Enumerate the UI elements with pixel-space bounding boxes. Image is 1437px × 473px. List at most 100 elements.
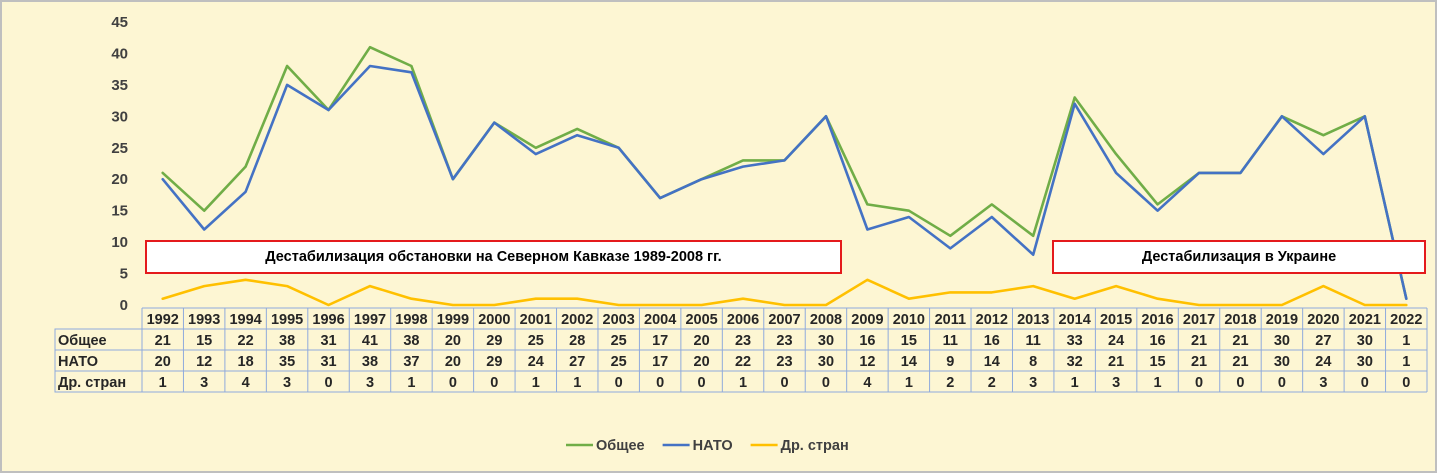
table-cell: 15 (901, 333, 917, 349)
table-cell: 2 (988, 375, 996, 391)
table-cell: 1 (739, 375, 747, 391)
y-tick-label: 25 (111, 140, 128, 157)
table-cell: 38 (403, 333, 419, 349)
table-cell: 0 (822, 375, 830, 391)
x-tick-label: 2020 (1307, 312, 1339, 328)
table-cell: 8 (1029, 354, 1037, 370)
table-cell: 2 (946, 375, 954, 391)
x-tick-label: 1998 (395, 312, 427, 328)
table-row-label: Общее (58, 333, 107, 349)
table-cell: 3 (366, 375, 374, 391)
x-tick-label: 1994 (229, 312, 261, 328)
x-tick-label: 2000 (478, 312, 510, 328)
table-cell: 12 (859, 354, 875, 370)
table-cell: 30 (1274, 333, 1290, 349)
table-cell: 20 (694, 333, 710, 349)
table-cell: 20 (155, 354, 171, 370)
y-tick-label: 35 (111, 77, 128, 94)
table-cell: 3 (1112, 375, 1120, 391)
table-cell: 12 (196, 354, 212, 370)
x-tick-label: 2008 (810, 312, 842, 328)
table-cell: 17 (652, 354, 668, 370)
table-cell: 38 (279, 333, 295, 349)
table-cell: 17 (652, 333, 668, 349)
table-cell: 21 (1232, 333, 1248, 349)
table-cell: 1 (905, 375, 913, 391)
y-tick-label: 15 (111, 203, 128, 220)
table-cell: 30 (1357, 354, 1373, 370)
table-cell: 14 (901, 354, 917, 370)
table-cell: 21 (1108, 354, 1124, 370)
x-tick-label: 2019 (1266, 312, 1298, 328)
table-cell: 0 (1236, 375, 1244, 391)
table-cell: 31 (320, 333, 336, 349)
data-table: 1992 1993 1994 1995 1996 1997 1998 1999 2000 2001… (54, 307, 1428, 393)
table-cell: 30 (1274, 354, 1290, 370)
x-tick-label: 2021 (1349, 312, 1381, 328)
table-cell: 1 (159, 375, 167, 391)
table-row-label: Др. стран (58, 375, 126, 391)
legend-label: Общее (596, 438, 645, 454)
x-tick-label: 2001 (520, 312, 552, 328)
x-tick-label: 2012 (976, 312, 1008, 328)
table-cell: 27 (569, 354, 585, 370)
y-axis: 0 5 10 15 20 25 30 35 40 45 (111, 14, 128, 314)
table-cell: 24 (1315, 354, 1331, 370)
x-tick-label: 2007 (768, 312, 800, 328)
table-cell: 28 (569, 333, 585, 349)
table-cell: 4 (863, 375, 871, 391)
y-tick-label: 10 (111, 234, 128, 251)
x-tick-label: 2016 (1141, 312, 1173, 328)
x-tick-label: 1995 (271, 312, 303, 328)
table-cell: 23 (735, 333, 751, 349)
table-cell: 20 (445, 333, 461, 349)
series-line (161, 64, 1408, 301)
table-cell: 1 (1402, 354, 1410, 370)
table-cell: 31 (320, 354, 336, 370)
table-cell: 22 (238, 333, 254, 349)
table-cell: 9 (946, 354, 954, 370)
x-tick-label: 2015 (1100, 312, 1132, 328)
table-cell: 3 (1029, 375, 1037, 391)
legend-label: НАТО (693, 438, 733, 454)
y-tick-label: 20 (111, 171, 128, 188)
table-cell: 33 (1067, 333, 1083, 349)
x-tick-label: 2004 (644, 312, 676, 328)
annotation-caucasus: Дестабилизация обстановки на Северном Ка… (145, 240, 842, 274)
table-cell: 11 (1026, 333, 1041, 349)
table-cell: 15 (1149, 354, 1165, 370)
table-cell: 27 (1315, 333, 1331, 349)
table-cell: 20 (694, 354, 710, 370)
table-cell: 25 (611, 333, 627, 349)
table-cell: 16 (859, 333, 875, 349)
table-row-label: НАТО (58, 354, 98, 370)
table-cell: 29 (486, 354, 502, 370)
annotation-ukraine: Дестабилизация в Украине (1052, 240, 1426, 274)
table-cell: 37 (403, 354, 419, 370)
legend: Общее НАТО Др. стран (566, 438, 849, 454)
x-tick-label: 2003 (603, 312, 635, 328)
x-tick-label: 2002 (561, 312, 593, 328)
table-cell: 0 (1195, 375, 1203, 391)
table-cell: 15 (196, 333, 212, 349)
table-cell: 41 (362, 333, 378, 349)
x-tick-label: 2022 (1390, 312, 1422, 328)
table-cell: 30 (1357, 333, 1373, 349)
table-cell: 29 (486, 333, 502, 349)
table-cell: 35 (279, 354, 295, 370)
x-tick-label: 1993 (188, 312, 220, 328)
table-cell: 0 (1361, 375, 1369, 391)
table-cell: 1 (1402, 333, 1410, 349)
x-tick-label: 2014 (1059, 312, 1091, 328)
table-cell: 11 (943, 333, 958, 349)
table-cell: 1 (573, 375, 581, 391)
table-cell: 16 (1149, 333, 1165, 349)
table-cell: 3 (283, 375, 291, 391)
table-cell: 24 (528, 354, 544, 370)
table-cell: 24 (1108, 333, 1124, 349)
table-cell: 1 (1154, 375, 1162, 391)
x-tick-label: 1999 (437, 312, 469, 328)
x-tick-label: 2018 (1224, 312, 1256, 328)
